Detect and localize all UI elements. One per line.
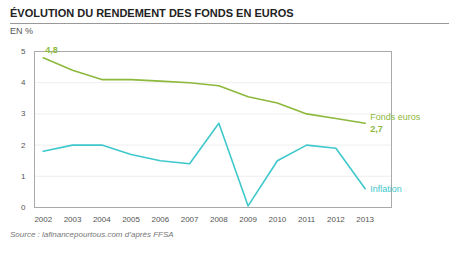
svg-text:2,7: 2,7 xyxy=(370,124,383,134)
svg-text:1: 1 xyxy=(21,172,26,181)
html-text:EN %: EN % xyxy=(10,26,33,36)
svg-text:2009: 2009 xyxy=(239,215,257,224)
svg-text:2012: 2012 xyxy=(327,215,345,224)
svg-text:2003: 2003 xyxy=(64,215,82,224)
svg-text:2007: 2007 xyxy=(181,215,199,224)
svg-text:4,8: 4,8 xyxy=(45,45,58,55)
svg-text:5: 5 xyxy=(21,47,26,56)
svg-text:2011: 2011 xyxy=(298,215,316,224)
svg-text:Inflation: Inflation xyxy=(370,184,402,194)
svg-text:2002: 2002 xyxy=(34,215,52,224)
svg-text:2010: 2010 xyxy=(268,215,286,224)
svg-text:2005: 2005 xyxy=(122,215,140,224)
html-text:ÉVOLUTION DU RENDEMENT DES FON: ÉVOLUTION DU RENDEMENT DES FONDS EN EURO… xyxy=(10,7,294,19)
svg-text:0: 0 xyxy=(21,203,26,212)
svg-text:4: 4 xyxy=(21,78,26,87)
svg-text:2013: 2013 xyxy=(356,215,374,224)
svg-text:2008: 2008 xyxy=(210,215,228,224)
svg-text:2006: 2006 xyxy=(151,215,169,224)
svg-text:2004: 2004 xyxy=(93,215,111,224)
svg-text:Fonds euros: Fonds euros xyxy=(370,112,421,122)
svg-text:3: 3 xyxy=(21,109,26,118)
svg-text:2: 2 xyxy=(21,141,26,150)
html-text:Source : lafinancepourtous.com: Source : lafinancepourtous.com d’après F… xyxy=(10,230,174,239)
